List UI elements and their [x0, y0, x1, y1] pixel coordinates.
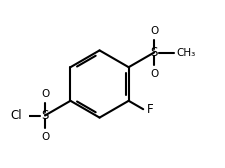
Text: O: O: [149, 26, 158, 36]
Text: O: O: [41, 132, 49, 142]
Text: F: F: [146, 103, 153, 116]
Text: Cl: Cl: [11, 109, 22, 122]
Text: O: O: [149, 69, 158, 79]
Text: S: S: [150, 46, 157, 59]
Text: CH₃: CH₃: [176, 48, 195, 57]
Text: S: S: [41, 109, 48, 122]
Text: O: O: [41, 89, 49, 99]
